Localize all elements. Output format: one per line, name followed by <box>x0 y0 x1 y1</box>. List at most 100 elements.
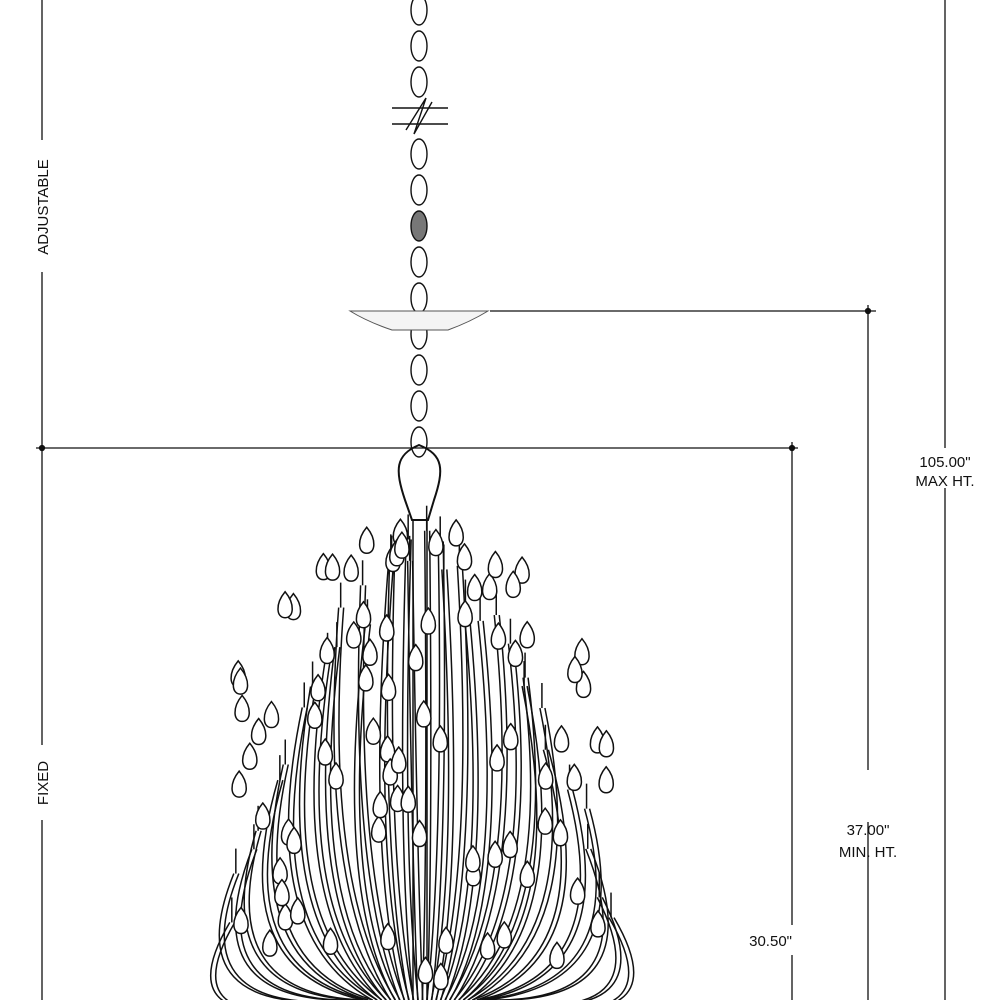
branch <box>411 560 424 1000</box>
bud <box>415 699 432 728</box>
bud <box>306 701 323 730</box>
bud <box>365 717 382 745</box>
bud <box>400 785 417 813</box>
bud <box>357 663 374 692</box>
branch <box>472 749 562 1000</box>
fixed-height-value: 30.50" <box>749 933 792 950</box>
branch <box>248 830 364 1000</box>
bud <box>574 637 590 666</box>
bud <box>372 790 389 819</box>
bud <box>502 722 519 751</box>
bud <box>505 570 522 599</box>
branch <box>481 808 597 1000</box>
bud <box>502 830 519 859</box>
branch <box>338 607 397 1000</box>
bud <box>481 572 498 601</box>
branch <box>243 830 359 1000</box>
bud <box>380 673 397 702</box>
branch <box>223 873 355 1000</box>
branch <box>477 749 567 1000</box>
bud <box>362 638 378 667</box>
bud <box>598 765 615 794</box>
branch <box>329 647 392 1000</box>
bud <box>487 550 504 579</box>
bud <box>233 906 249 935</box>
bud <box>537 761 554 790</box>
bud <box>234 694 251 723</box>
bud <box>378 613 395 642</box>
bud <box>490 621 507 650</box>
branch <box>333 607 392 1000</box>
branch <box>430 569 450 1000</box>
bud <box>394 531 410 559</box>
fixed-label: FIXED <box>35 761 52 805</box>
bud <box>324 552 341 581</box>
chain-link <box>410 210 428 242</box>
chain-link <box>410 66 428 98</box>
branch <box>453 614 508 1000</box>
min-height-value: 37.00" <box>847 822 890 839</box>
hanging-loop <box>397 443 442 521</box>
bud <box>358 526 375 554</box>
branch <box>453 643 517 1000</box>
branch <box>298 686 378 1000</box>
branch <box>324 647 387 1000</box>
bud <box>466 573 483 602</box>
chain-link <box>410 138 428 170</box>
branch <box>266 779 369 1000</box>
bud <box>566 763 583 792</box>
bud <box>345 620 362 649</box>
bud <box>343 553 360 582</box>
chain-link <box>410 0 428 26</box>
branch <box>426 530 432 1000</box>
bud <box>277 590 293 619</box>
bud <box>456 542 473 571</box>
chandelier-body <box>210 505 635 1000</box>
dimension-lines <box>36 0 946 1000</box>
bud <box>261 928 278 957</box>
chain-link <box>410 174 428 206</box>
bud <box>489 743 505 772</box>
bud <box>514 555 530 584</box>
bud <box>250 717 267 746</box>
bud <box>407 643 424 672</box>
bud <box>254 801 271 830</box>
bud <box>286 826 302 855</box>
branch <box>421 530 427 1000</box>
branch <box>210 922 345 1000</box>
bud <box>432 724 449 753</box>
bud <box>590 909 606 938</box>
branch <box>444 620 488 1000</box>
chain-link <box>410 30 428 62</box>
chain-link <box>410 282 428 314</box>
bud <box>380 922 396 951</box>
branch <box>391 560 415 1000</box>
branch <box>481 789 587 1000</box>
bud <box>519 860 536 889</box>
bud <box>231 769 248 798</box>
bud <box>479 931 496 960</box>
bud <box>420 606 437 635</box>
bud <box>263 700 280 729</box>
branch <box>435 565 464 1000</box>
branch <box>287 707 373 1000</box>
branch <box>467 685 543 1000</box>
branch <box>357 585 401 1000</box>
chain-break-symbol <box>392 97 448 135</box>
bud <box>370 814 387 843</box>
bud <box>411 819 428 848</box>
branch <box>406 560 419 1000</box>
bud <box>549 941 565 970</box>
branch <box>435 569 455 1000</box>
branch <box>472 707 559 1000</box>
bud <box>272 856 288 885</box>
chain-link <box>410 390 428 422</box>
bud <box>438 926 454 955</box>
branch <box>426 541 441 1000</box>
bud <box>569 876 586 905</box>
bud <box>519 620 536 649</box>
chain <box>410 0 428 458</box>
bud <box>319 636 336 665</box>
bud <box>487 840 504 869</box>
